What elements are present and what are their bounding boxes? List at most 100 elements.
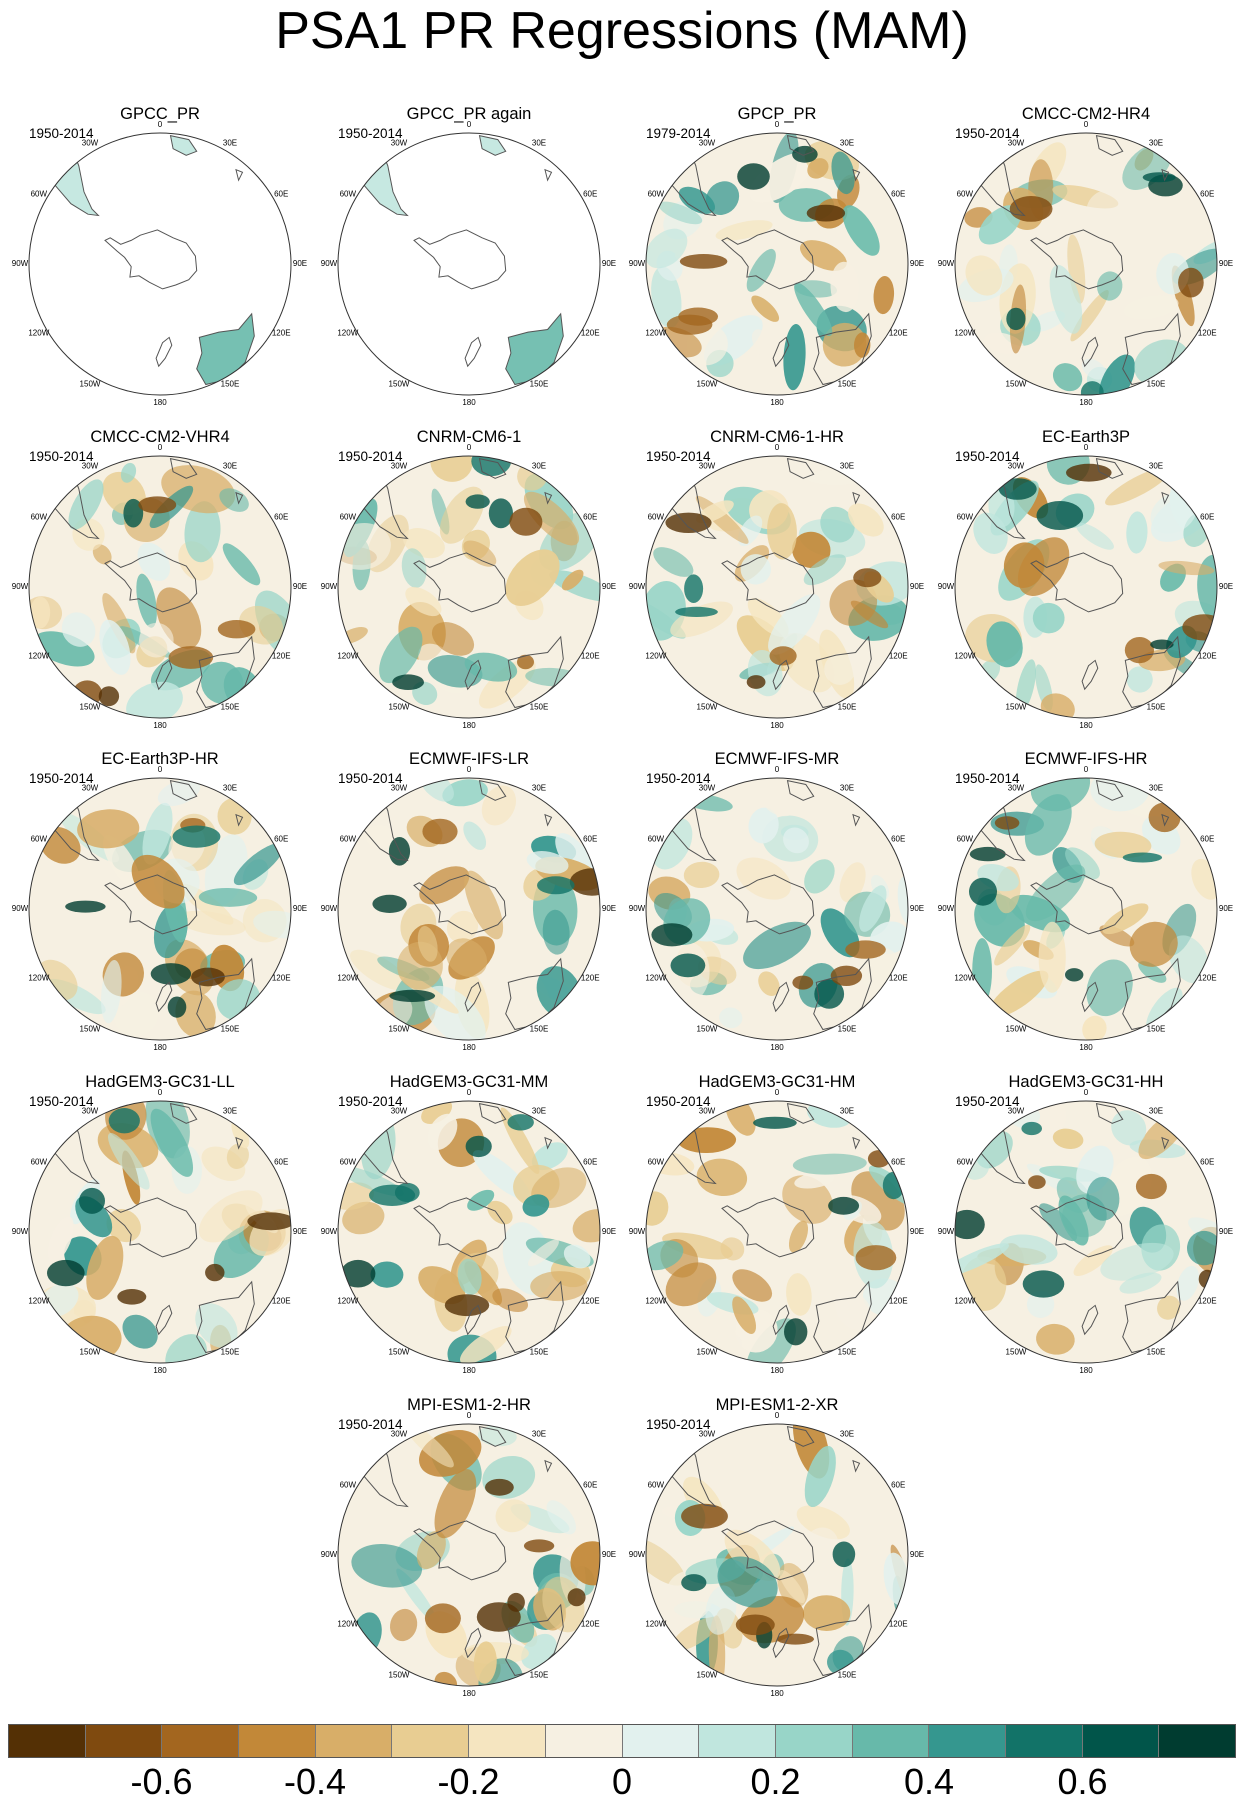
longitude-label: 120E — [889, 1297, 908, 1306]
panel-title: ECMWF-IFS-MR — [715, 750, 840, 768]
map-border — [954, 455, 1218, 719]
longitude-label: 90E — [1219, 582, 1233, 591]
longitude-label: 120W — [28, 974, 49, 983]
coastline — [772, 659, 790, 691]
longitude-label: 60E — [891, 1481, 905, 1490]
panel-title: HadGEM3-GC31-HM — [699, 1073, 856, 1091]
longitude-label: 120E — [581, 1297, 600, 1306]
longitude-label: 0 — [467, 443, 472, 452]
longitude-label: 30W — [699, 139, 716, 148]
panel-period: 1950-2014 — [955, 771, 1020, 786]
regression-field — [29, 133, 291, 395]
longitude-label: 180 — [1079, 721, 1093, 730]
coastline — [1122, 1280, 1181, 1354]
coastline — [813, 635, 872, 709]
map-panel: MPI-ESM1-2-HR 1950-2014 0 30E 60E 90E 120E 150E… — [321, 1396, 616, 1698]
panel-period: 1950-2014 — [955, 449, 1020, 464]
longitude-label: 30E — [1149, 139, 1163, 148]
map-panel: GPCP_PR 1979-2014 0 30E 60E 90E 120E 150E 180 150… — [629, 105, 924, 407]
longitude-label: 30E — [532, 1430, 546, 1439]
coastline — [852, 1459, 861, 1473]
coastline — [478, 1425, 507, 1447]
longitude-label: 60E — [1200, 835, 1214, 844]
longitude-label: 60E — [583, 835, 597, 844]
longitude-label: 120E — [1198, 652, 1217, 661]
longitude-label: 60E — [583, 1158, 597, 1167]
regression-field — [646, 133, 908, 395]
coastline — [155, 1304, 173, 1336]
colorbar-box — [1005, 1725, 1083, 1757]
longitude-label: 120W — [337, 1620, 358, 1629]
coastline — [413, 229, 507, 290]
longitude-label: 90E — [910, 904, 924, 913]
longitude-label: 150W — [80, 1025, 101, 1034]
longitude-label: 90W — [938, 259, 955, 268]
map-panel: HadGEM3-GC31-HM 1950-2014 0 30E 60E 90E 120E 15… — [629, 1073, 924, 1375]
longitude-label: 60W — [648, 1158, 665, 1167]
coastline — [1030, 229, 1124, 290]
panel-title: HadGEM3-GC31-MM — [390, 1073, 549, 1091]
longitude-label: 90W — [12, 582, 29, 591]
longitude-label: 150E — [530, 1025, 549, 1034]
coastline — [813, 1280, 872, 1354]
coastline — [413, 552, 507, 613]
longitude-label: 180 — [462, 398, 476, 407]
coastline — [813, 957, 872, 1031]
coastline — [505, 957, 564, 1031]
colorbar-tick-label: 0.4 — [903, 1761, 955, 1802]
longitude-label: 90E — [602, 1550, 616, 1559]
coastline — [196, 957, 255, 1031]
coastline — [1161, 491, 1170, 505]
coastline — [104, 552, 198, 613]
longitude-label: 120E — [581, 974, 600, 983]
coastline — [1095, 779, 1124, 801]
longitude-label: 90E — [910, 582, 924, 591]
longitude-label: 0 — [1084, 765, 1089, 774]
map-border — [337, 777, 601, 1041]
map-border — [28, 455, 292, 719]
longitude-label: 30E — [532, 139, 546, 148]
longitude-label: 90W — [321, 1227, 338, 1236]
regression-field — [646, 456, 908, 718]
panel-title: CMCC-CM2-HR4 — [1022, 105, 1150, 123]
longitude-label: 0 — [467, 120, 472, 129]
longitude-label: 30E — [532, 784, 546, 793]
longitude-label: 30W — [82, 784, 99, 793]
longitude-label: 60E — [1200, 190, 1214, 199]
colorbar-box — [469, 1725, 546, 1757]
panel-period: 1950-2014 — [955, 126, 1020, 141]
coastline — [464, 1627, 482, 1659]
longitude-label: 90E — [293, 904, 307, 913]
coastline — [413, 874, 507, 935]
longitude-label: 120E — [889, 1620, 908, 1629]
longitude-label: 90W — [938, 582, 955, 591]
coastline — [1030, 1197, 1124, 1258]
longitude-label: 60W — [648, 1481, 665, 1490]
map-panel: CMCC-CM2-VHR4 1950-2014 0 30E 60E 90E 120E 150E… — [12, 428, 307, 730]
longitude-label: 0 — [1084, 1088, 1089, 1097]
coastline — [235, 491, 244, 505]
panel-title: ECMWF-IFS-HR — [1025, 750, 1148, 768]
longitude-label: 30W — [391, 139, 408, 148]
longitude-label: 90E — [293, 259, 307, 268]
coastline — [772, 1304, 790, 1336]
figure-title: PSA1 PR Regressions (MAM) — [275, 2, 969, 60]
longitude-label: 150E — [221, 703, 240, 712]
longitude-label: 180 — [770, 1366, 784, 1375]
coastline — [478, 779, 507, 801]
longitude-label: 30W — [391, 462, 408, 471]
longitude-label: 150E — [1147, 1348, 1166, 1357]
regression-field — [955, 1101, 1217, 1363]
longitude-label: 30W — [82, 139, 99, 148]
longitude-label: 90W — [12, 904, 29, 913]
longitude-label: 60E — [891, 513, 905, 522]
longitude-label: 150E — [838, 380, 857, 389]
colorbar-tick-label: 0 — [611, 1761, 633, 1802]
panel-period: 1950-2014 — [646, 771, 711, 786]
longitude-label: 90E — [1219, 259, 1233, 268]
longitude-label: 0 — [775, 443, 780, 452]
longitude-label: 150E — [530, 380, 549, 389]
longitude-label: 150W — [697, 1025, 718, 1034]
longitude-label: 150E — [221, 1348, 240, 1357]
coastline — [786, 1102, 815, 1124]
